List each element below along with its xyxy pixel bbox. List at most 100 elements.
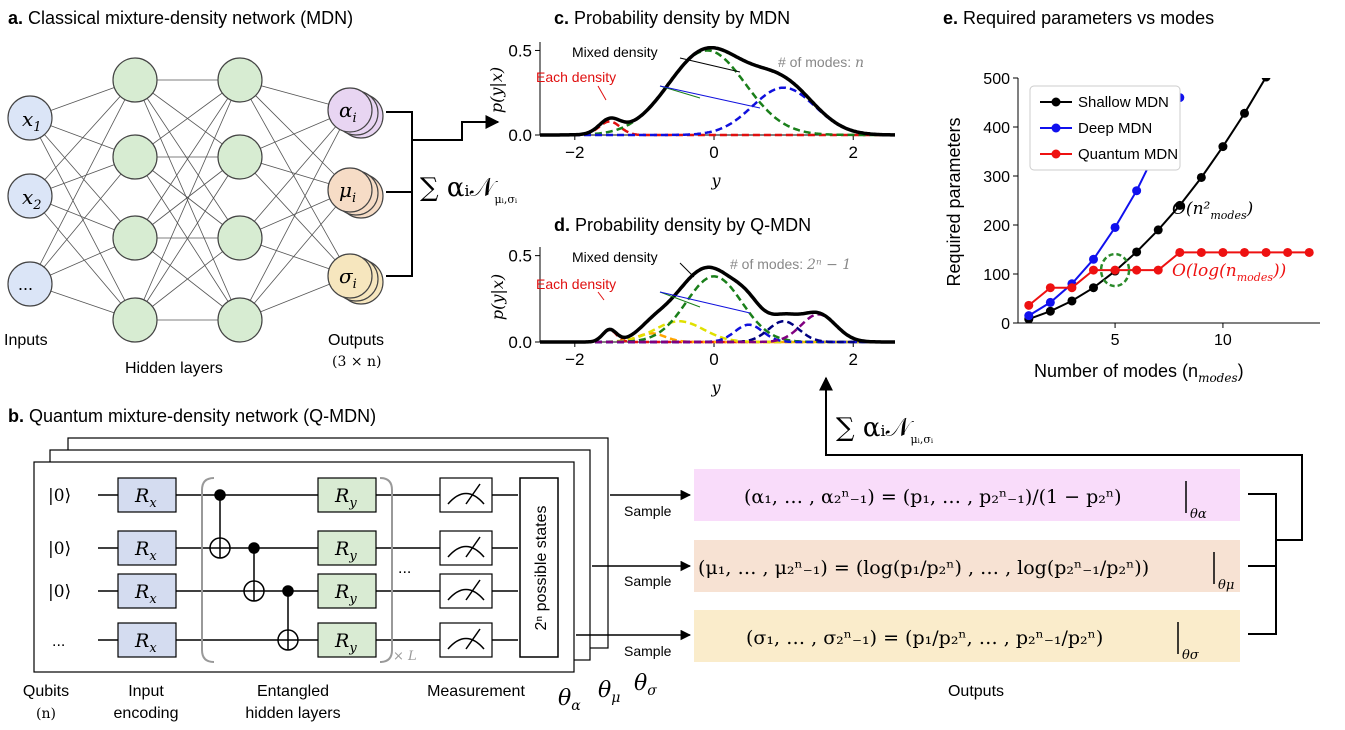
pointer-green-c xyxy=(659,85,701,99)
sample-arrows xyxy=(576,489,692,641)
input-node-x2 xyxy=(7,173,53,219)
legend-marker xyxy=(1051,97,1061,107)
highlight-circle xyxy=(1099,252,1131,288)
panel-a-title: a. Classical mixture-density network (MD… xyxy=(8,8,353,28)
rx-label: Rx xyxy=(134,538,157,564)
network-edge xyxy=(239,109,351,239)
formula-sigma: (σ₁, … , σ₂ⁿ₋₁) = (p₁/p₂ⁿ, … , p₂ⁿ₋₁/p₂ⁿ… xyxy=(746,627,1103,649)
series-point xyxy=(1175,200,1185,210)
rx-gate xyxy=(117,622,177,658)
series-point xyxy=(1024,300,1034,310)
input-label-more: ... xyxy=(18,274,33,294)
legend-marker xyxy=(1051,149,1061,159)
sample-label-alpha: Sample xyxy=(624,503,672,519)
pointer-each-d xyxy=(597,291,605,301)
series-point xyxy=(1067,296,1077,306)
series-point xyxy=(1089,254,1098,264)
series-point xyxy=(1089,283,1098,293)
x-tick-label: −2 xyxy=(565,350,584,369)
theta-alpha: θα xyxy=(558,686,581,714)
ry-gate xyxy=(317,622,377,658)
hidden-node xyxy=(112,297,158,343)
states-box-label: 2ⁿ possible states xyxy=(533,505,550,630)
legend-label: Deep MDN xyxy=(1078,120,1152,137)
legend-label: Shallow MDN xyxy=(1078,94,1169,111)
series-point xyxy=(1218,142,1228,152)
ry-label: Ry xyxy=(334,485,357,511)
network-edge xyxy=(134,156,241,321)
series-point xyxy=(1196,247,1206,257)
series-point xyxy=(1089,265,1098,275)
series-point xyxy=(1240,247,1249,257)
formula-sigma-sub: θσ xyxy=(1182,648,1200,663)
ry-label: Ry xyxy=(334,538,357,564)
formula-alpha-sub: θα xyxy=(1190,507,1207,522)
y-tick-label: 0.0 xyxy=(508,333,532,352)
network-edge xyxy=(134,79,241,321)
theta-sigma: θσ xyxy=(634,671,657,699)
mixed-density-curve xyxy=(540,265,895,344)
mixed-density-label-c: Mixed density xyxy=(572,44,658,60)
network-edge xyxy=(29,117,136,321)
ry-gate xyxy=(317,530,377,566)
series-point xyxy=(1240,108,1249,118)
qubit-state-2: |0⟩ xyxy=(48,539,71,559)
y-tick-label: 0 xyxy=(1001,316,1010,333)
rx-gate xyxy=(117,530,177,566)
qubit-state-1: |0⟩ xyxy=(48,486,71,506)
series-point xyxy=(1045,283,1055,293)
component-density-curve xyxy=(540,49,895,137)
network-edge xyxy=(134,79,241,239)
layers-ellipsis: ... xyxy=(398,560,411,577)
x-tick-label: 2 xyxy=(849,350,858,369)
ylabel-d: p(y|x) xyxy=(488,274,507,320)
rx-gate xyxy=(117,573,177,609)
network-edge xyxy=(239,79,351,277)
ry-label: Ry xyxy=(334,630,357,656)
arrow-to-density xyxy=(412,115,500,141)
mixed-density-curve xyxy=(540,45,895,137)
rx-label: Rx xyxy=(134,485,157,511)
label-hidden-layers-b: hidden layers xyxy=(245,705,340,722)
x-tick-label: 5 xyxy=(1111,332,1120,349)
network-edge xyxy=(239,79,351,191)
network-edge xyxy=(29,79,136,197)
measurement-meters xyxy=(439,477,493,658)
ry-gates: Ry Ry Ry Ry xyxy=(317,477,377,658)
input-node-more xyxy=(7,261,53,307)
label-entangled: Entangled xyxy=(257,683,329,700)
hidden-node xyxy=(217,134,263,180)
annot-log: O(log(nmodes)) xyxy=(1172,261,1286,284)
formula-mu-sub: θμ xyxy=(1218,578,1234,593)
x-tick-label: −2 xyxy=(565,143,584,162)
ry-gate xyxy=(317,573,377,609)
pointer-each-c xyxy=(597,85,607,101)
input-label-1: x1 xyxy=(22,107,42,135)
y-tick-label: 500 xyxy=(983,71,1010,88)
label-encoding: encoding xyxy=(114,705,179,722)
cnot-gates xyxy=(209,489,299,651)
series-point xyxy=(1045,297,1055,307)
states-box xyxy=(519,477,559,658)
output-label-sigma: σi xyxy=(339,264,357,292)
y-tick-label: 300 xyxy=(983,169,1010,186)
series-point xyxy=(1132,186,1142,196)
y-tick-label: 200 xyxy=(983,218,1010,235)
xlabel-d: y xyxy=(710,378,721,397)
mixed-density-label-d: Mixed density xyxy=(572,249,658,265)
sum-formula-b: ∑ αᵢ𝒩μᵢ,σᵢ xyxy=(836,413,934,446)
qubit-state-3: |0⟩ xyxy=(48,582,71,602)
series-point xyxy=(1045,306,1055,316)
x-tick-label: 2 xyxy=(849,143,858,162)
series-point xyxy=(1218,247,1228,257)
legend-label: Quantum MDN xyxy=(1078,146,1178,163)
hidden-node xyxy=(217,297,263,343)
qubit-state-more: ... xyxy=(52,633,65,650)
network-edge xyxy=(29,156,136,285)
arrow-to-qdensity xyxy=(819,376,1303,541)
sample-label-mu: Sample xyxy=(624,573,672,589)
output-label-mu: μi xyxy=(339,178,356,206)
formula-alpha: (α₁, … , α₂ⁿ₋₁) = (p₁, … , p₂ⁿ₋₁)/(1 − p… xyxy=(744,486,1122,508)
label-qubits: Qubits xyxy=(23,683,69,700)
